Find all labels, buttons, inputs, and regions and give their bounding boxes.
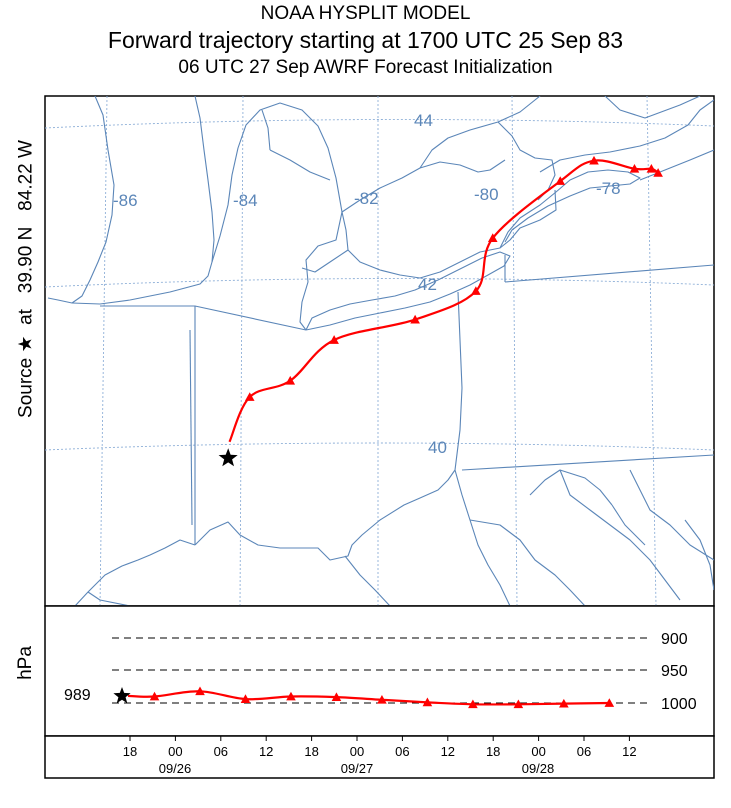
time-tick-label-7: 12 [441,744,455,759]
pressure-marker-1 [149,691,160,701]
time-axis-frame [44,735,715,779]
pressure-marker-9 [513,699,524,709]
lake-erie [305,251,511,331]
pressure-marker-7 [422,697,433,707]
time-tick-label-11: 12 [622,744,636,759]
level-label-900: 900 [661,631,688,648]
time-tick-label-0: 18 [123,744,137,759]
time-tick-label-8: 18 [486,744,500,759]
pressure-marker-4 [286,691,296,701]
pressure-line [127,690,610,706]
lon-label-84: -84 [233,191,258,210]
lake-ontario [499,169,641,249]
geographic-boundaries [47,96,714,606]
trajectory-marker-8 [589,155,599,165]
source-level-label: 989 [64,687,91,704]
trajectory-marker-9 [629,164,640,173]
pressure-marker-8 [468,699,478,709]
time-tick-label-3: 12 [259,744,273,759]
source-star-icon [218,448,238,467]
time-tick-label-9: 00 [531,744,545,759]
trajectory-marker-4 [410,314,420,324]
pressure-marker-5 [331,692,342,701]
trajectory-marker-7 [555,176,566,185]
lon-label-86: -86 [113,191,138,210]
time-tick-label-2: 06 [214,744,228,759]
time-ticks: 18 00 06 12 18 00 06 12 18 00 06 12 [123,736,637,759]
date-label-0928: 09/28 [522,761,555,776]
time-tick-label-5: 00 [350,744,364,759]
lat-label-40: 40 [428,438,447,457]
time-tick-label-10: 06 [577,744,591,759]
lat-label-42: 42 [418,275,437,294]
source-star-profile-icon [113,687,131,704]
lat-label-44: 44 [414,111,433,130]
pressure-marker-2 [195,686,205,696]
lon-label-82: -82 [354,189,379,208]
time-tick-label-6: 06 [395,744,409,759]
vertical-panel-frame [44,605,715,737]
date-label-0927: 09/27 [341,761,374,776]
map-panel: -86 -84 -82 -80 -78 44 42 40 [44,95,715,607]
title-model-name: NOAA HYSPLIT MODEL [260,3,471,24]
trajectory-marker-2 [285,375,296,385]
level-label-1000: 1000 [661,696,697,713]
time-tick-label-1: 00 [168,744,182,759]
level-label-950: 950 [661,663,688,680]
trajectory-marker-3 [329,335,339,344]
trajectory-marker-5 [471,286,481,295]
title-forecast-init: 06 UTC 27 Sep AWRF Forecast Initializati… [178,57,553,78]
title-trajectory-start: Forward trajectory starting at 1700 UTC … [107,27,624,53]
trajectory-marker-1 [244,392,255,401]
pressure-marker-3 [240,694,251,703]
pressure-marker-6 [377,694,387,704]
vertical-profile-panel: 900 950 1000 989 [44,605,715,737]
trajectory-map-path [218,155,663,467]
trajectory-marker-11 [653,168,663,177]
lon-label-80: -80 [474,185,499,204]
pressure-marker-11 [604,698,615,707]
trajectory-marker-10 [646,164,657,173]
lake-huron [341,159,506,213]
date-label-0926: 09/26 [159,761,192,776]
trajectory-pressure-profile [113,686,615,709]
lon-label-78: -78 [596,179,621,198]
time-axis-panel: 18 00 06 12 18 00 06 12 18 00 06 12 09/26 09/27 09/… [44,735,715,779]
map-frame [44,95,715,607]
pressure-marker-10 [559,698,569,708]
lake-michigan [47,96,115,304]
trajectory-marker-6 [487,233,498,242]
time-tick-label-4: 18 [304,744,318,759]
michigan-peninsula [211,102,343,331]
